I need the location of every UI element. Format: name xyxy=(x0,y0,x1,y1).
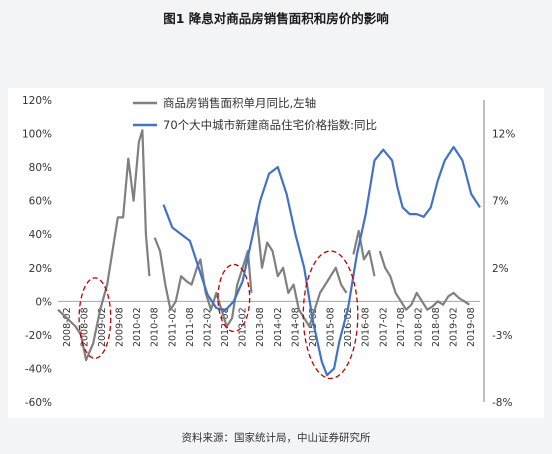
chart-title: 图1 降息对商品房销售面积和房价的影响 xyxy=(163,11,389,26)
x-tick-label: 2018-02 xyxy=(413,307,424,347)
x-tick-label: 2011-02 xyxy=(167,307,178,347)
x-tick-label: 2017-08 xyxy=(396,307,407,347)
left-axis-tick-label: 20% xyxy=(29,263,52,275)
right-axis-tick-label: 12% xyxy=(492,129,515,141)
x-tick-label: 2019-08 xyxy=(466,307,477,347)
rate-cut-ellipse xyxy=(302,250,359,380)
chart-svg: -60% -40% -20% 0% 20% 40% 60% 80% 100% 120% -8% -3%… xyxy=(22,95,515,409)
left-axis-tick-label: -40% xyxy=(25,363,52,375)
legend-label-1: 70个大中城市新建商品住宅价格指数:同比 xyxy=(163,118,377,132)
x-tick-label: 2015-08 xyxy=(326,307,337,347)
right-axis-tick-label: 2% xyxy=(492,263,509,275)
source-note: 资料来源：国家统计局，中山证券研究所 xyxy=(181,432,371,444)
x-tick-label: 2014-02 xyxy=(273,307,284,347)
x-tick-label: 2013-08 xyxy=(255,307,266,347)
chart-panel: -60% -40% -20% 0% 20% 40% 60% 80% 100% 120% -8% -3%… xyxy=(8,88,544,418)
rate-cut-ellipse xyxy=(78,277,112,360)
x-tick-label: 2013-02 xyxy=(238,307,249,347)
x-tick-label: 2014-08 xyxy=(290,307,301,347)
left-axis-tick-label: 120% xyxy=(22,95,52,107)
x-tick-label: 2019-02 xyxy=(449,307,460,347)
x-tick-label: 2012-02 xyxy=(202,307,213,347)
legend-label-0: 商品房销售面积单月同比,左轴 xyxy=(163,96,316,110)
rate-cut-ellipse xyxy=(217,263,251,333)
left-axis-tick-label: 80% xyxy=(29,162,52,174)
left-axis-tick-label: 60% xyxy=(29,196,52,208)
left-axis-tick-label: 40% xyxy=(29,229,52,241)
x-tick-label: 2016-08 xyxy=(361,307,372,347)
x-tick-label: 2018-08 xyxy=(431,307,442,347)
x-tick-label: 2016-02 xyxy=(343,307,354,347)
left-axis-tick-label: 0% xyxy=(35,296,52,308)
x-tick-label: 2010-08 xyxy=(150,307,161,347)
left-axis-tick-label: -20% xyxy=(25,330,52,342)
x-tick-label: 2008-02 xyxy=(62,307,73,347)
right-axis-tick-label: -3% xyxy=(492,330,512,342)
right-axis-tick-label: 7% xyxy=(492,196,509,208)
x-tick-label: 2010-02 xyxy=(132,307,143,347)
series-line-1 xyxy=(162,145,481,377)
x-tick-label: 2008-08 xyxy=(79,307,90,347)
series-line-0 xyxy=(57,129,471,362)
left-axis-tick-label: 100% xyxy=(22,129,52,141)
left-axis-tick-label: -60% xyxy=(25,397,52,409)
x-tick-label: 2009-08 xyxy=(115,307,126,347)
x-tick-label: 2011-08 xyxy=(185,307,196,347)
right-axis-tick-label: -8% xyxy=(492,397,512,409)
x-tick-label: 2017-02 xyxy=(378,307,389,347)
x-tick-label: 2009-02 xyxy=(97,307,108,347)
